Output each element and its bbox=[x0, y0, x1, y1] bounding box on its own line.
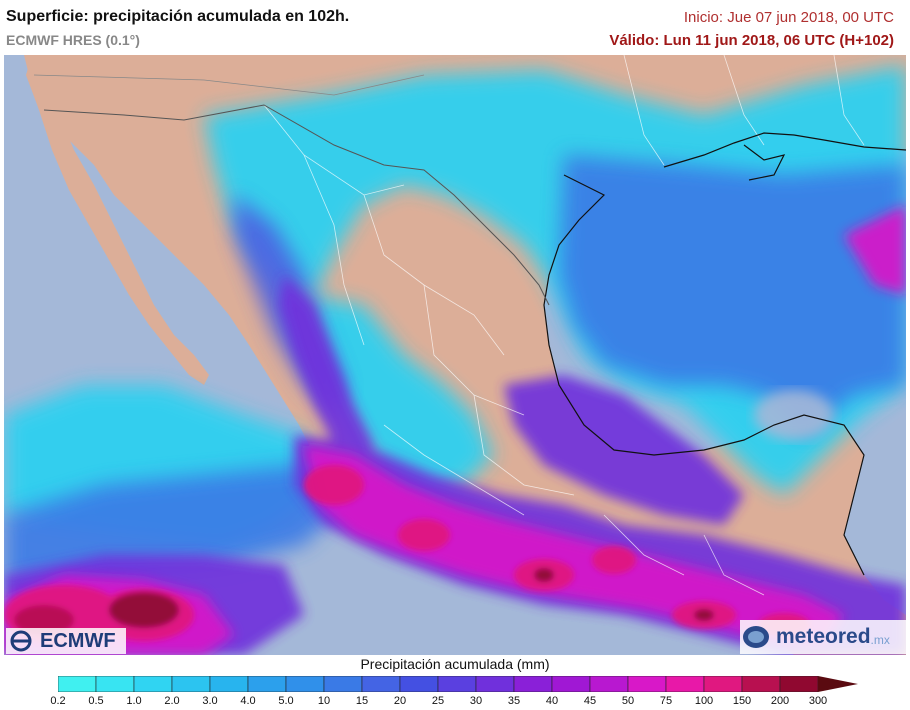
color-bar-segment bbox=[513, 676, 553, 692]
meteored-cloud-icon bbox=[743, 626, 769, 648]
legend-tick-label: 75 bbox=[659, 695, 673, 707]
legend-tick-label: 0.2 bbox=[50, 695, 66, 707]
legend-tick-label: 100 bbox=[694, 695, 714, 707]
color-bar-segment bbox=[551, 676, 591, 692]
color-bar-segment bbox=[437, 676, 477, 692]
color-bar-segment bbox=[323, 676, 363, 692]
color-bar-segment bbox=[171, 676, 211, 692]
meteored-logo-suffix: .mx bbox=[870, 633, 890, 647]
legend-tick-label: 45 bbox=[583, 695, 597, 707]
color-bar-overflow-arrow bbox=[818, 676, 858, 692]
legend-title: Precipitación acumulada (mm) bbox=[360, 656, 550, 672]
legend-tick-label: 15 bbox=[355, 695, 369, 707]
legend-tick-label: 200 bbox=[770, 695, 790, 707]
color-bar-segment bbox=[589, 676, 629, 692]
precipitation-map bbox=[4, 55, 906, 655]
valid-time: Válido: Lun 11 jun 2018, 06 UTC (H+102) bbox=[609, 32, 894, 49]
model-label: ECMWF HRES (0.1°) bbox=[6, 32, 140, 48]
legend-tick-label: 150 bbox=[732, 695, 752, 707]
init-time: Inicio: Jue 07 jun 2018, 00 UTC bbox=[683, 9, 894, 26]
meteored-logo: meteored .mx bbox=[740, 620, 906, 654]
color-bar-segment bbox=[58, 676, 97, 692]
legend-tick-label: 2.0 bbox=[164, 695, 180, 707]
color-bar-segment bbox=[209, 676, 249, 692]
color-bar-segment bbox=[779, 676, 819, 692]
legend-tick-label: 50 bbox=[621, 695, 635, 707]
legend-ticks: 0.2 0.5 1.0 2.0 3.0 4.0 5.0 10 15 20 25 30 35 40 45 50 7… bbox=[0, 695, 910, 709]
legend-tick-label: 0.5 bbox=[88, 695, 104, 707]
color-bar-segment bbox=[399, 676, 439, 692]
legend-tick-label: 35 bbox=[507, 695, 521, 707]
legend-tick-label: 5.0 bbox=[278, 695, 294, 707]
legend-tick-label: 20 bbox=[393, 695, 407, 707]
color-bar-segment bbox=[95, 676, 135, 692]
color-bar-segment bbox=[741, 676, 781, 692]
legend-tick-label: 30 bbox=[469, 695, 483, 707]
meteored-logo-text: meteored bbox=[776, 625, 871, 648]
legend-tick-label: 40 bbox=[545, 695, 559, 707]
legend-tick-label: 300 bbox=[808, 695, 828, 707]
color-bar-segment bbox=[361, 676, 401, 692]
legend-tick-label: 4.0 bbox=[240, 695, 256, 707]
ecmwf-logo: ECMWF bbox=[6, 628, 126, 654]
chart-title: Superficie: precipitación acumulada en 1… bbox=[6, 8, 350, 25]
color-bar bbox=[58, 676, 858, 692]
color-bar-segment bbox=[133, 676, 173, 692]
color-bar-segment bbox=[665, 676, 705, 692]
color-bar-segment bbox=[703, 676, 743, 692]
color-bar-segment bbox=[475, 676, 515, 692]
legend-tick-label: 10 bbox=[317, 695, 331, 707]
color-bar-segment bbox=[285, 676, 325, 692]
ecmwf-logo-text: ECMWF bbox=[40, 629, 116, 652]
color-bar-segment bbox=[627, 676, 667, 692]
legend-tick-label: 25 bbox=[431, 695, 445, 707]
legend-tick-label: 3.0 bbox=[202, 695, 218, 707]
color-bar-segment bbox=[247, 676, 287, 692]
baja-peninsula bbox=[26, 55, 209, 385]
ecmwf-logo-icon bbox=[10, 630, 32, 652]
legend-tick-label: 1.0 bbox=[126, 695, 142, 707]
